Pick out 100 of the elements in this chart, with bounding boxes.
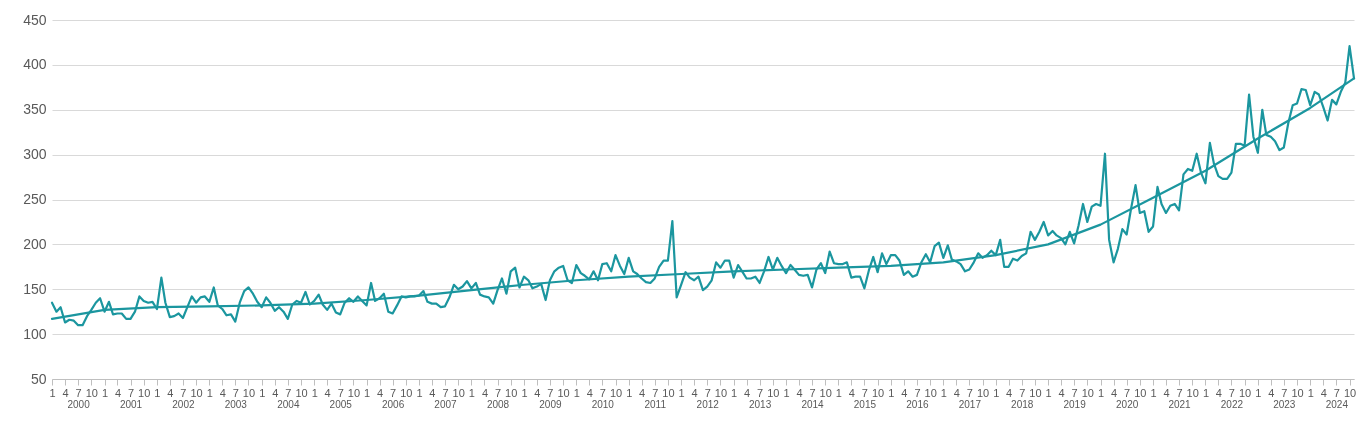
y-tick-label: 400 [23, 56, 47, 73]
x-tick-label: 4 [1215, 386, 1222, 399]
x-tick-label: 1 [259, 386, 266, 399]
x-tick-label: 4 [691, 386, 698, 399]
x-tick-label: 1 [1150, 386, 1157, 399]
x-tick-label: 10 [85, 386, 98, 399]
x-tick-label: 7 [914, 386, 921, 399]
x-tick-label: 10 [819, 386, 832, 399]
x-tick-label: 10 [557, 386, 570, 399]
y-tick-label: 350 [23, 101, 47, 118]
x-tick-label: 7 [547, 386, 554, 399]
x-tick-label: 10 [1186, 386, 1199, 399]
x2-tick-label: 2011 [644, 398, 667, 410]
x-tick-label: 10 [295, 386, 308, 399]
x2-tick-label: 2005 [329, 398, 353, 410]
x-tick-label: 10 [452, 386, 465, 399]
x-tick-label: 4 [534, 386, 541, 399]
x-tick-label: 7 [652, 386, 659, 399]
x2-tick-label: 2004 [277, 398, 300, 410]
x-tick-label: 10 [609, 386, 623, 399]
x-tick-label: 4 [1268, 386, 1275, 399]
x2-tick-label: 2023 [1273, 398, 1296, 410]
x-tick-label: 7 [390, 386, 397, 399]
x2-tick-label: 2017 [958, 398, 982, 410]
x-tick-label: 1 [154, 386, 161, 399]
x-tick-label: 10 [767, 386, 780, 399]
x2-tick-label: 2002 [172, 398, 195, 410]
x-tick-label: 4 [1111, 386, 1118, 399]
x-tick-label: 7 [1281, 386, 1288, 399]
y-tick-label: 100 [23, 325, 47, 342]
x2-tick-label: 2021 [1168, 398, 1192, 410]
x2-tick-label: 2014 [801, 398, 825, 410]
x-tick-label: 7 [599, 386, 606, 399]
y-tick-label: 150 [23, 280, 47, 297]
x-tick-label: 4 [796, 386, 803, 399]
x-tick-label: 7 [127, 386, 135, 399]
y-tick-label: 200 [23, 235, 47, 252]
x-tick-label: 1 [101, 386, 109, 399]
x-tick-label: 7 [966, 386, 973, 399]
x-tick-label: 1 [1045, 386, 1052, 399]
x-tick-label: 10 [505, 386, 518, 399]
x-tick-label: 4 [1058, 386, 1065, 399]
x-tick-label: 1 [731, 386, 738, 399]
x-tick-label: 7 [757, 386, 764, 399]
x2-tick-label: 2009 [539, 398, 562, 410]
x2-tick-label: 2022 [1220, 398, 1244, 410]
x-tick-label: 10 [190, 386, 203, 399]
x2-tick-label: 2024 [1325, 398, 1349, 410]
x-tick-label: 4 [901, 386, 908, 399]
y-tick-label: 450 [23, 11, 47, 28]
x2-tick-label: 2003 [224, 398, 248, 410]
x-tick-label: 10 [138, 386, 151, 399]
x-tick-label: 4 [1320, 386, 1327, 399]
x-tick-label: 7 [494, 386, 502, 399]
x-tick-label: 10 [1343, 386, 1357, 399]
x-tick-label: 1 [206, 386, 213, 399]
y-tick-label: 50 [30, 370, 47, 387]
x-tick-label: 4 [1006, 386, 1013, 399]
x-tick-label: 4 [1163, 386, 1170, 399]
x-tick-label: 1 [1255, 386, 1262, 399]
x-tick-label: 10 [1029, 386, 1042, 399]
x-tick-label: 1 [468, 386, 475, 399]
x-tick-label: 10 [871, 386, 885, 399]
x-tick-label: 7 [861, 386, 868, 399]
y-tick-label: 250 [23, 191, 47, 207]
x-tick-label: 10 [1291, 386, 1304, 399]
x-tick-label: 7 [809, 386, 816, 399]
x2-tick-label: 2006 [381, 398, 405, 410]
x-tick-label: 7 [1228, 386, 1235, 399]
x-tick-label: 7 [180, 386, 187, 399]
x-tick-label: 10 [976, 386, 990, 399]
x-tick-label: 4 [167, 386, 174, 399]
x-tick-label: 10 [1081, 386, 1094, 399]
x-tick-label: 1 [940, 386, 947, 399]
x-tick-label: 7 [1124, 386, 1131, 399]
x2-tick-label: 2020 [1116, 398, 1139, 410]
x-tick-label: 1 [364, 386, 371, 399]
x2-tick-label: 2007 [434, 398, 458, 410]
x-tick-label: 1 [993, 386, 1000, 399]
x-tick-label: 7 [442, 386, 449, 399]
x-tick-label: 1 [311, 386, 318, 399]
x-tick-label: 1 [521, 386, 528, 399]
x-tick-label: 10 [714, 386, 728, 399]
x-tick-label: 1 [1307, 386, 1314, 399]
x-tick-label: 1 [888, 386, 895, 399]
x2-tick-label: 2013 [749, 398, 772, 410]
x-tick-label: 4 [429, 386, 436, 399]
x-tick-label: 10 [242, 386, 256, 399]
x-tick-label: 1 [626, 386, 633, 399]
x-tick-label: 1 [678, 386, 685, 399]
y-tick-label: 300 [23, 146, 47, 163]
x-tick-label: 1 [783, 386, 790, 399]
x-tick-label: 7 [232, 386, 239, 399]
x-tick-label: 4 [481, 386, 489, 399]
x-tick-label: 4 [586, 386, 593, 399]
x2-tick-label: 2008 [486, 398, 510, 410]
x2-tick-label: 2019 [1063, 398, 1087, 410]
x2-tick-label: 2000 [67, 398, 91, 410]
x2-tick-label: 2018 [1011, 398, 1034, 410]
x-tick-label: 10 [400, 386, 413, 399]
